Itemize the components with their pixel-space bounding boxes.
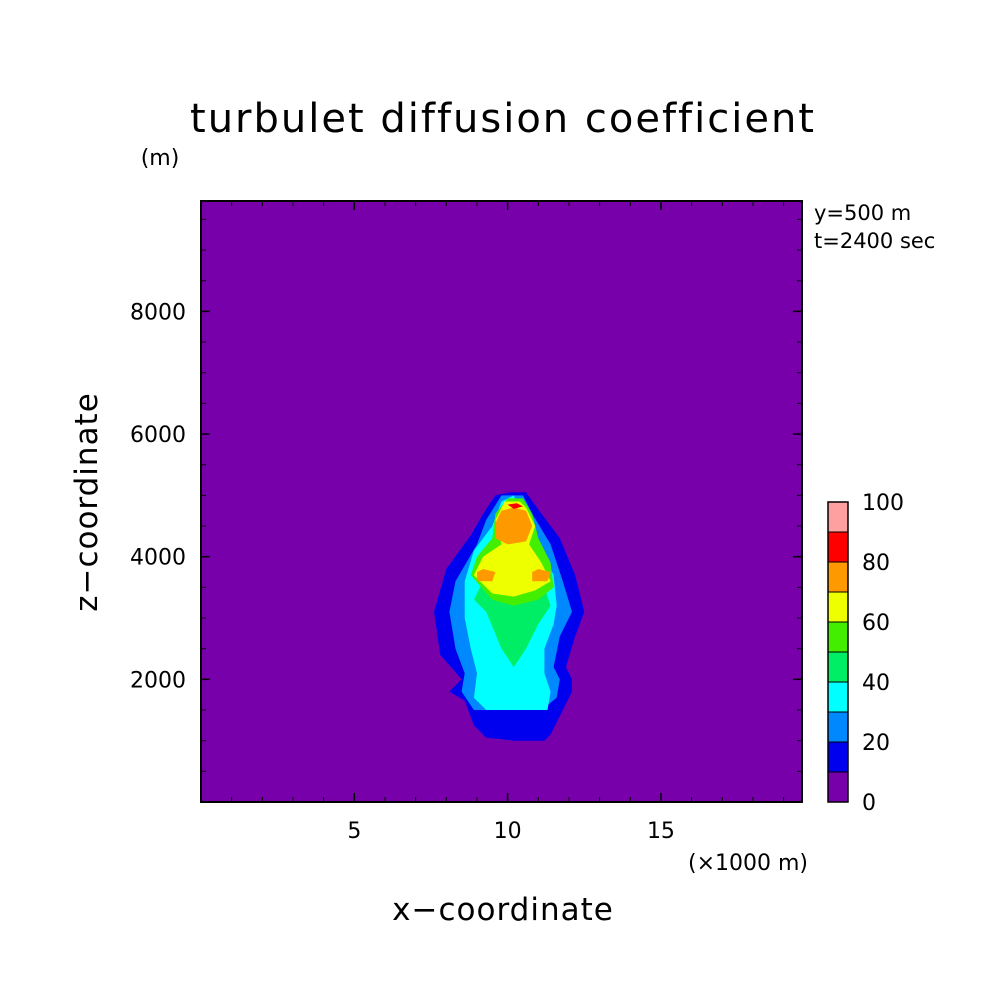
- colorbar-swatch-10: [828, 742, 848, 772]
- contour-region-80-9: [507, 503, 523, 509]
- plot-frame: [200, 200, 803, 803]
- colorbar-label: 0: [862, 791, 876, 816]
- colorbar-swatch-20: [828, 712, 848, 742]
- colorbar-swatch-50: [828, 622, 848, 652]
- contour-region-70-7: [477, 569, 496, 582]
- chart-title: turbulet diffusion coefficient: [190, 96, 816, 142]
- x-axis-label: x−coordinate: [392, 892, 614, 928]
- plot-area: [201, 201, 802, 802]
- colorbar-label: 100: [862, 491, 904, 516]
- colorbar-label: 20: [862, 731, 890, 756]
- colorbar-swatch-30: [828, 682, 848, 712]
- colorbar-label: 80: [862, 551, 890, 576]
- axis-ticks: 5 10 15 2000 4000 6000 8000: [130, 201, 802, 844]
- colorbar-swatch-0: [828, 772, 848, 802]
- colorbar-swatch-90: [828, 502, 848, 532]
- contour-region-70-8: [532, 569, 551, 582]
- y-tick-label: 4000: [130, 546, 186, 571]
- y-unit-label: (m): [141, 146, 180, 171]
- contour-region-70-6: [495, 507, 533, 545]
- x-tick-label: 5: [347, 819, 361, 844]
- x-tick-label: 10: [494, 819, 522, 844]
- colorbar-swatch-40: [828, 652, 848, 682]
- annotation-y: y=500 m: [814, 201, 911, 225]
- colorbar-swatch-70: [828, 562, 848, 592]
- colorbar: 0 20 40 60 80 100: [827, 491, 904, 816]
- x-tick-label: 15: [647, 819, 675, 844]
- y-tick-label: 8000: [130, 300, 186, 325]
- y-tick-label: 2000: [130, 668, 186, 693]
- colorbar-label: 60: [862, 611, 890, 636]
- x-unit-label: (×1000 m): [688, 851, 808, 876]
- colorbar-swatch-80: [828, 532, 848, 562]
- colorbar-swatch-60: [828, 592, 848, 622]
- colorbar-label: 40: [862, 671, 890, 696]
- y-tick-label: 6000: [130, 423, 186, 448]
- y-axis-label: z−coordinate: [69, 392, 105, 612]
- annotation-t: t=2400 sec: [814, 229, 935, 253]
